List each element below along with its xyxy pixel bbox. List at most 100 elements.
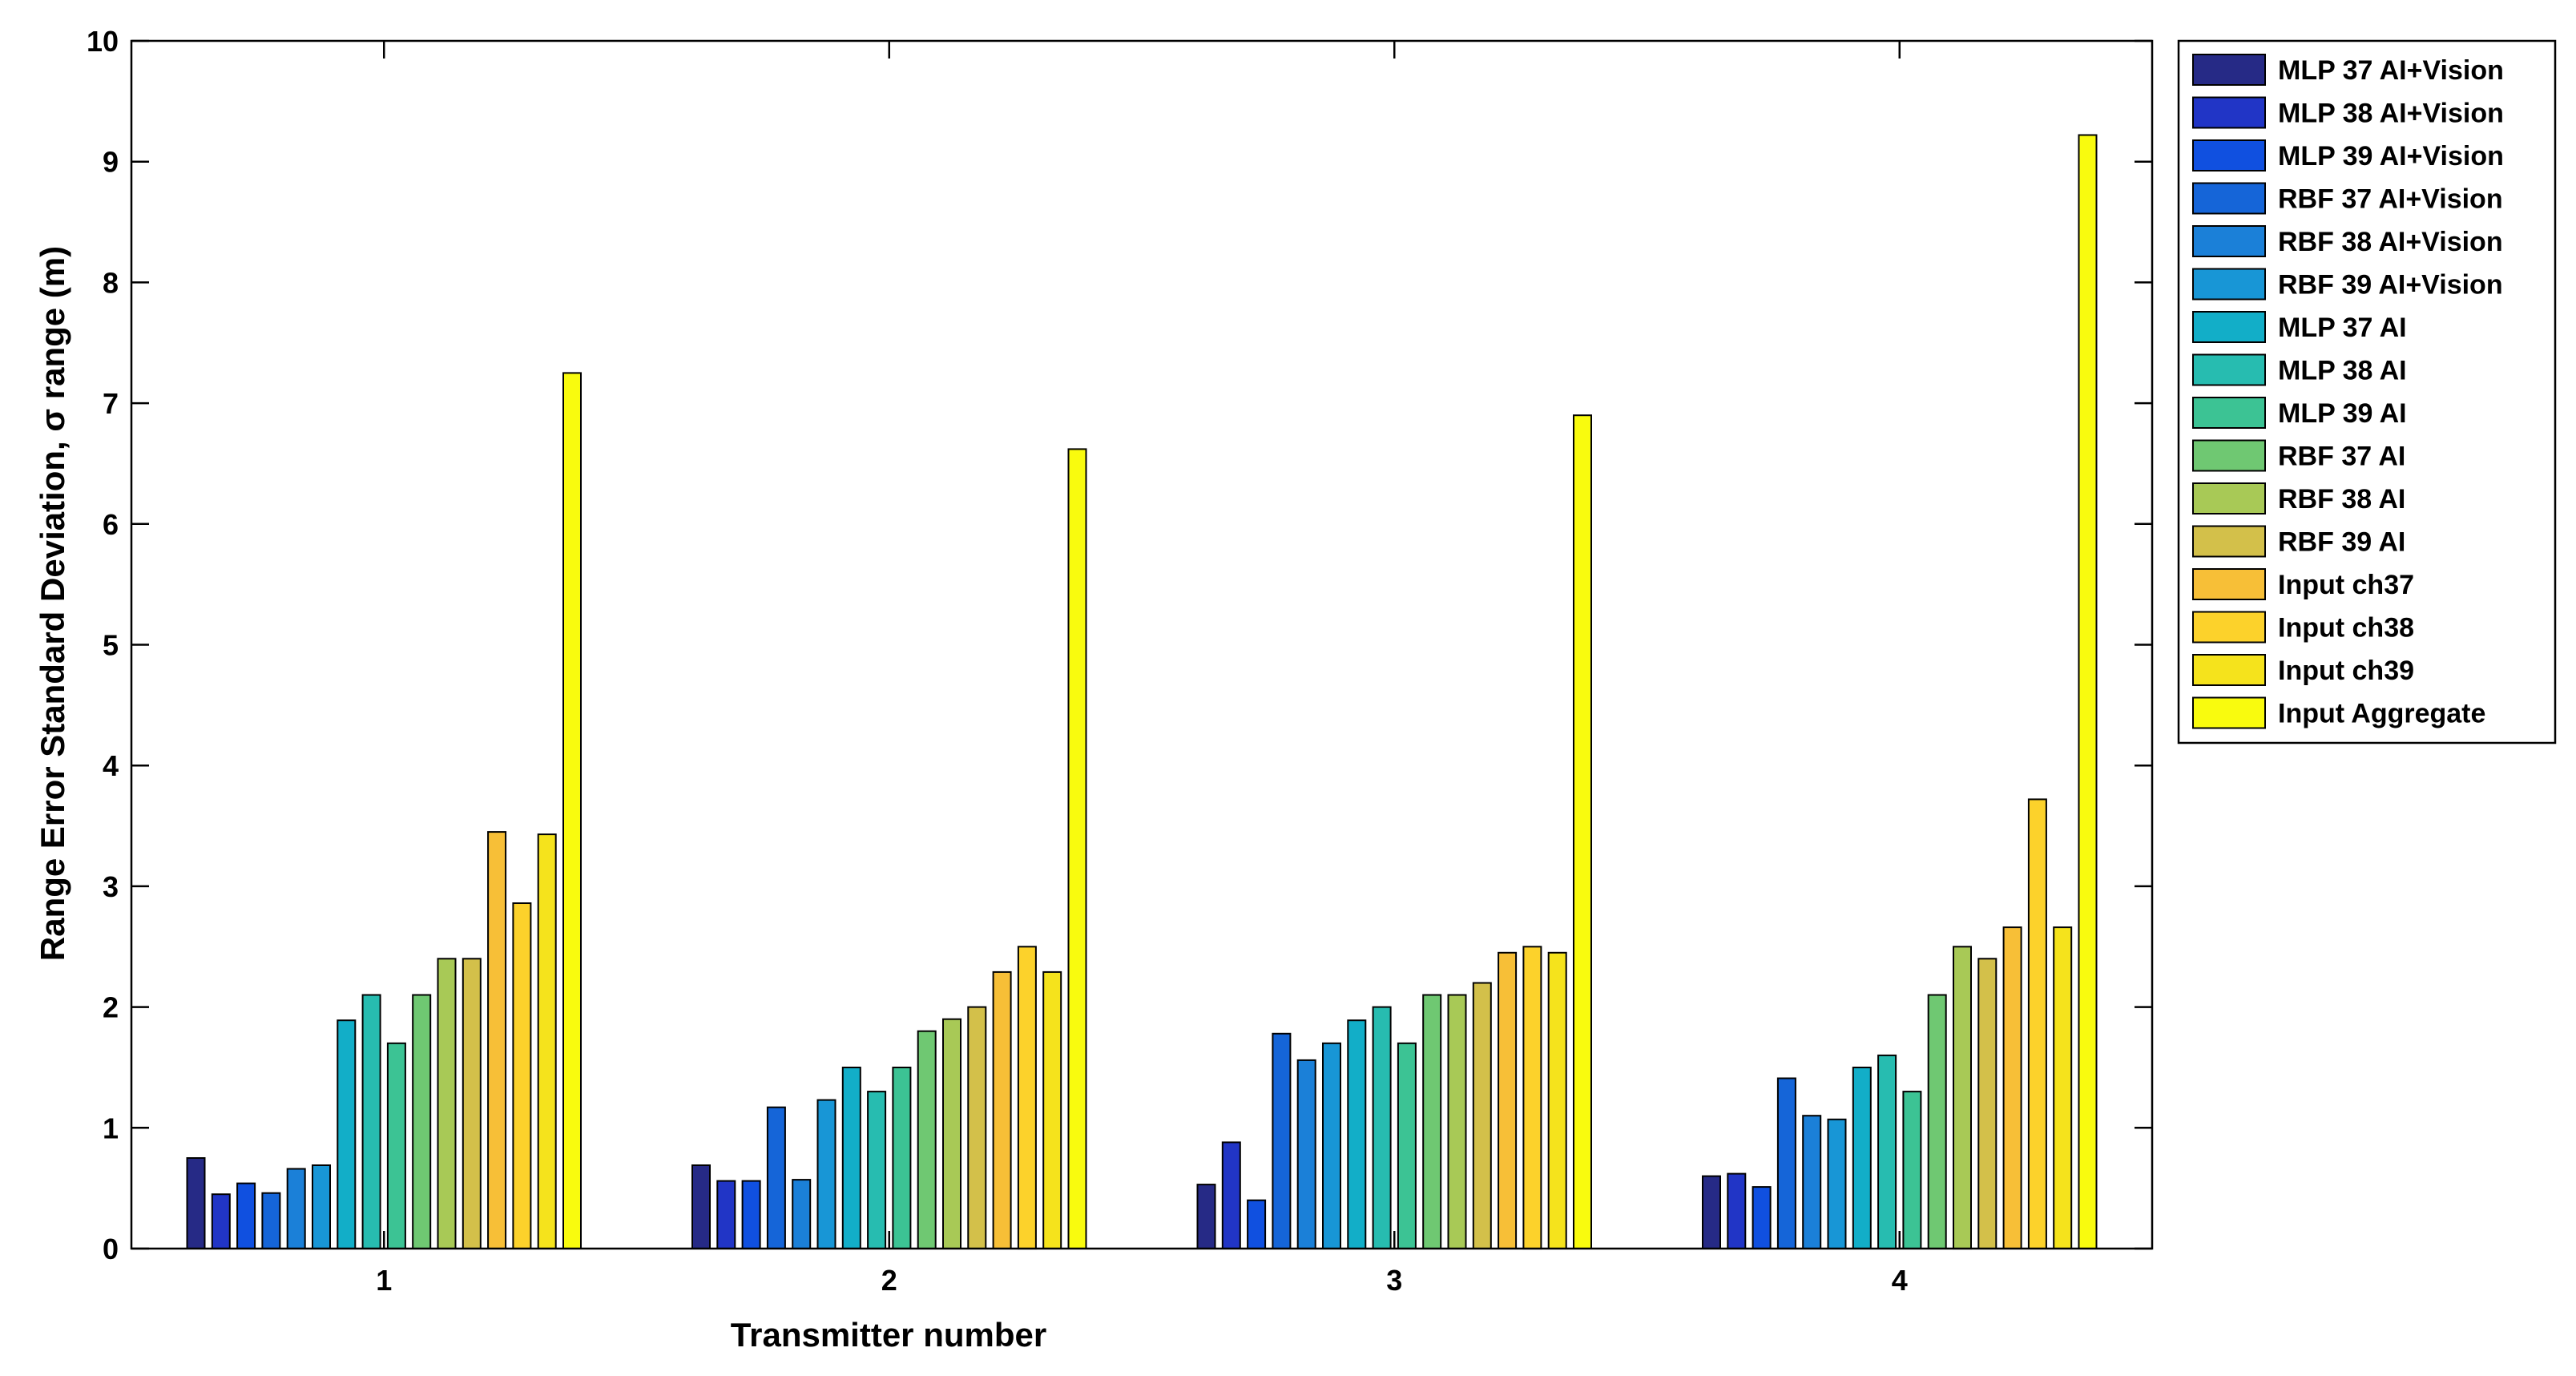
legend-swatch [2192, 482, 2266, 514]
bar [942, 1018, 961, 1249]
bar [1296, 1059, 1316, 1250]
bar [1221, 1141, 1241, 1250]
legend-label: RBF 37 AI [2278, 442, 2405, 472]
legend-label: RBF 39 AI [2278, 527, 2405, 558]
bar [1498, 951, 1518, 1250]
bar [1272, 1032, 1292, 1250]
bar [1827, 1118, 1847, 1250]
bar [1852, 1067, 1872, 1249]
bar [1397, 1042, 1417, 1250]
legend-label: MLP 38 AI+Vision [2278, 99, 2504, 129]
y-tick-label: 8 [103, 266, 119, 299]
bar [1977, 958, 1998, 1250]
bar [261, 1192, 281, 1249]
legend-swatch [2192, 225, 2266, 257]
bar [286, 1168, 306, 1249]
legend-label: MLP 37 AI+Vision [2278, 55, 2504, 86]
bar [1877, 1054, 1897, 1250]
bar [1927, 994, 1947, 1249]
legend-swatch [2192, 525, 2266, 558]
plot-area [131, 41, 2152, 1249]
legend-label: Input ch39 [2278, 656, 2414, 686]
x-axis-label: Transmitter number [731, 1316, 1046, 1354]
legend-label: MLP 39 AI [2278, 398, 2407, 429]
bar [1196, 1184, 1216, 1249]
bar [2027, 798, 2047, 1249]
bar [437, 958, 457, 1250]
legend-swatch [2192, 611, 2266, 644]
y-tick-label: 9 [103, 146, 119, 179]
plot-background [131, 41, 2152, 1249]
bar [1953, 946, 1972, 1250]
legend-swatch [2192, 568, 2266, 600]
bar [1802, 1115, 1822, 1249]
legend-swatch [2192, 439, 2266, 472]
y-tick-label: 2 [103, 991, 119, 1024]
bar [1727, 1172, 1747, 1249]
legend-label: RBF 38 AI+Vision [2278, 227, 2503, 257]
legend-label: MLP 37 AI [2278, 313, 2407, 343]
bar [562, 372, 582, 1249]
bar [1447, 994, 1467, 1249]
bar [186, 1157, 206, 1249]
legend-swatch [2192, 54, 2266, 86]
bar [1776, 1077, 1796, 1249]
bar [1752, 1186, 1772, 1249]
bar [992, 970, 1012, 1250]
x-tick-label: 1 [376, 1264, 392, 1297]
legend-label: Input Aggregate [2278, 699, 2485, 729]
bar [1042, 970, 1062, 1250]
x-tick-label: 2 [881, 1264, 897, 1297]
bar [1573, 414, 1592, 1250]
bar [892, 1067, 912, 1249]
bar [1017, 946, 1037, 1250]
bar [1347, 1019, 1367, 1249]
legend-label: Input ch38 [2278, 613, 2414, 644]
bar [1067, 448, 1087, 1249]
bar [487, 831, 507, 1249]
legend: MLP 37 AI+Vision MLP 38 AI+Vision MLP 39 A… [2177, 39, 2557, 744]
y-axis-label: Range Error Standard Deviation, σ range … [34, 246, 71, 961]
y-tick-label: 0 [103, 1233, 119, 1265]
legend-label: RBF 39 AI+Vision [2278, 270, 2503, 301]
bar [841, 1067, 861, 1249]
legend-swatch [2192, 696, 2266, 729]
x-tick-label: 4 [1892, 1264, 1908, 1297]
bar [2053, 926, 2073, 1249]
bar [462, 958, 482, 1250]
x-tick-label: 3 [1386, 1264, 1402, 1297]
bar [211, 1193, 231, 1249]
bar [1702, 1175, 1721, 1249]
bar [741, 1180, 761, 1249]
legend-swatch [2192, 654, 2266, 686]
bar [816, 1099, 836, 1249]
bar [792, 1179, 812, 1249]
y-ticks-group: 0 1 2 3 4 5 6 7 8 9 10 [87, 25, 2152, 1265]
legend-label: RBF 38 AI [2278, 484, 2405, 514]
bar [236, 1182, 256, 1249]
legend-swatch [2192, 182, 2266, 215]
bar [412, 994, 432, 1249]
bar [1522, 946, 1542, 1250]
bar [537, 833, 557, 1249]
bar [691, 1164, 711, 1249]
bar [2078, 134, 2098, 1249]
y-tick-label: 10 [87, 25, 119, 58]
bar [312, 1164, 331, 1249]
bar [1372, 1006, 1392, 1249]
bar [1472, 982, 1492, 1249]
legend-swatch [2192, 268, 2266, 301]
legend-swatch [2192, 96, 2266, 129]
bar [1422, 994, 1442, 1249]
y-tick-label: 5 [103, 629, 119, 662]
bar [967, 1006, 987, 1249]
legend-label: MLP 38 AI [2278, 356, 2407, 386]
x-ticks-group: 1 2 3 4 [376, 41, 1908, 1297]
y-tick-label: 6 [103, 508, 119, 541]
bar [917, 1030, 937, 1249]
bar [512, 902, 532, 1249]
bar [361, 994, 381, 1249]
y-tick-label: 1 [103, 1112, 119, 1144]
legend-swatch [2192, 311, 2266, 343]
